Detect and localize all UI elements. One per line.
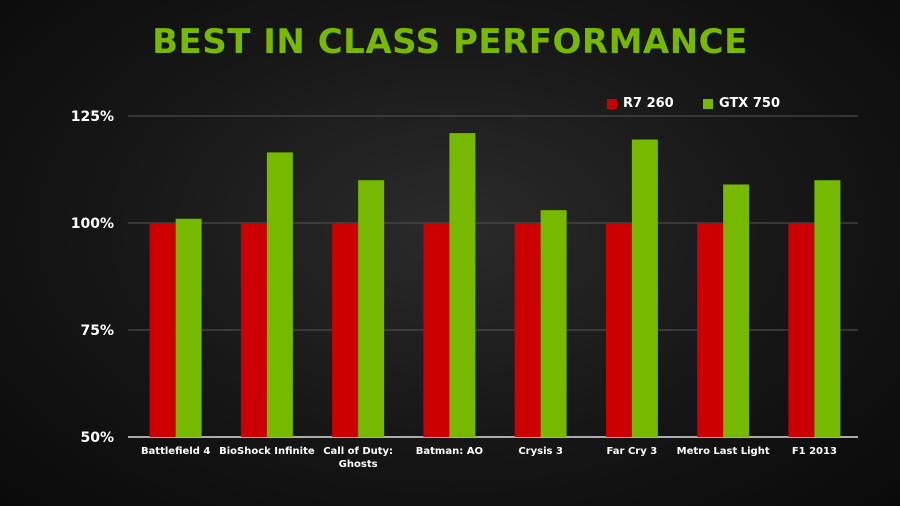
bar-r7-260 bbox=[697, 223, 724, 437]
bar-r7-260 bbox=[423, 223, 450, 437]
x-tick-label: Far Cry 3 bbox=[607, 446, 658, 457]
x-tick-label: F1 2013 bbox=[792, 446, 837, 457]
legend-label-r7: R7 260 bbox=[623, 96, 674, 111]
y-tick-label: 125% bbox=[71, 109, 114, 125]
x-tick-label: Battlefield 4 bbox=[141, 446, 210, 457]
x-tick-label: Batman: AO bbox=[416, 446, 483, 457]
legend-label-gtx: GTX 750 bbox=[719, 96, 780, 111]
legend-swatch-gtx bbox=[703, 98, 713, 109]
bar-r7-260 bbox=[514, 223, 541, 437]
bar-r7-260 bbox=[149, 223, 176, 437]
x-tick-label: Metro Last Light bbox=[677, 446, 770, 457]
bar-r7-260 bbox=[240, 223, 267, 437]
bar-gtx-750 bbox=[266, 152, 293, 437]
bar-gtx-750 bbox=[723, 184, 750, 437]
x-tick-label: Call of Duty: bbox=[323, 446, 393, 457]
bar-r7-260 bbox=[788, 223, 815, 437]
legend: GTX 750 bbox=[703, 96, 780, 111]
bar-r7-260 bbox=[605, 223, 632, 437]
legend-swatch-r7 bbox=[607, 98, 617, 109]
bar-gtx-750 bbox=[814, 180, 841, 437]
bar-gtx-750 bbox=[175, 218, 202, 437]
bar-gtx-750 bbox=[631, 139, 658, 438]
y-tick-label: 100% bbox=[71, 216, 114, 232]
bar-r7-260 bbox=[332, 223, 359, 437]
bar-gtx-750 bbox=[540, 210, 567, 437]
legend: R7 260 bbox=[607, 96, 674, 111]
x-tick-label: BioShock Infinite bbox=[219, 446, 315, 457]
y-tick-label: 75% bbox=[80, 323, 114, 339]
y-tick-label: 50% bbox=[80, 430, 114, 446]
bar-gtx-750 bbox=[449, 133, 476, 437]
bar-gtx-750 bbox=[358, 180, 385, 437]
x-tick-label: Ghosts bbox=[339, 459, 378, 470]
chart-title: BEST IN CLASS PERFORMANCE bbox=[152, 22, 748, 62]
x-tick-label: Crysis 3 bbox=[518, 446, 563, 457]
